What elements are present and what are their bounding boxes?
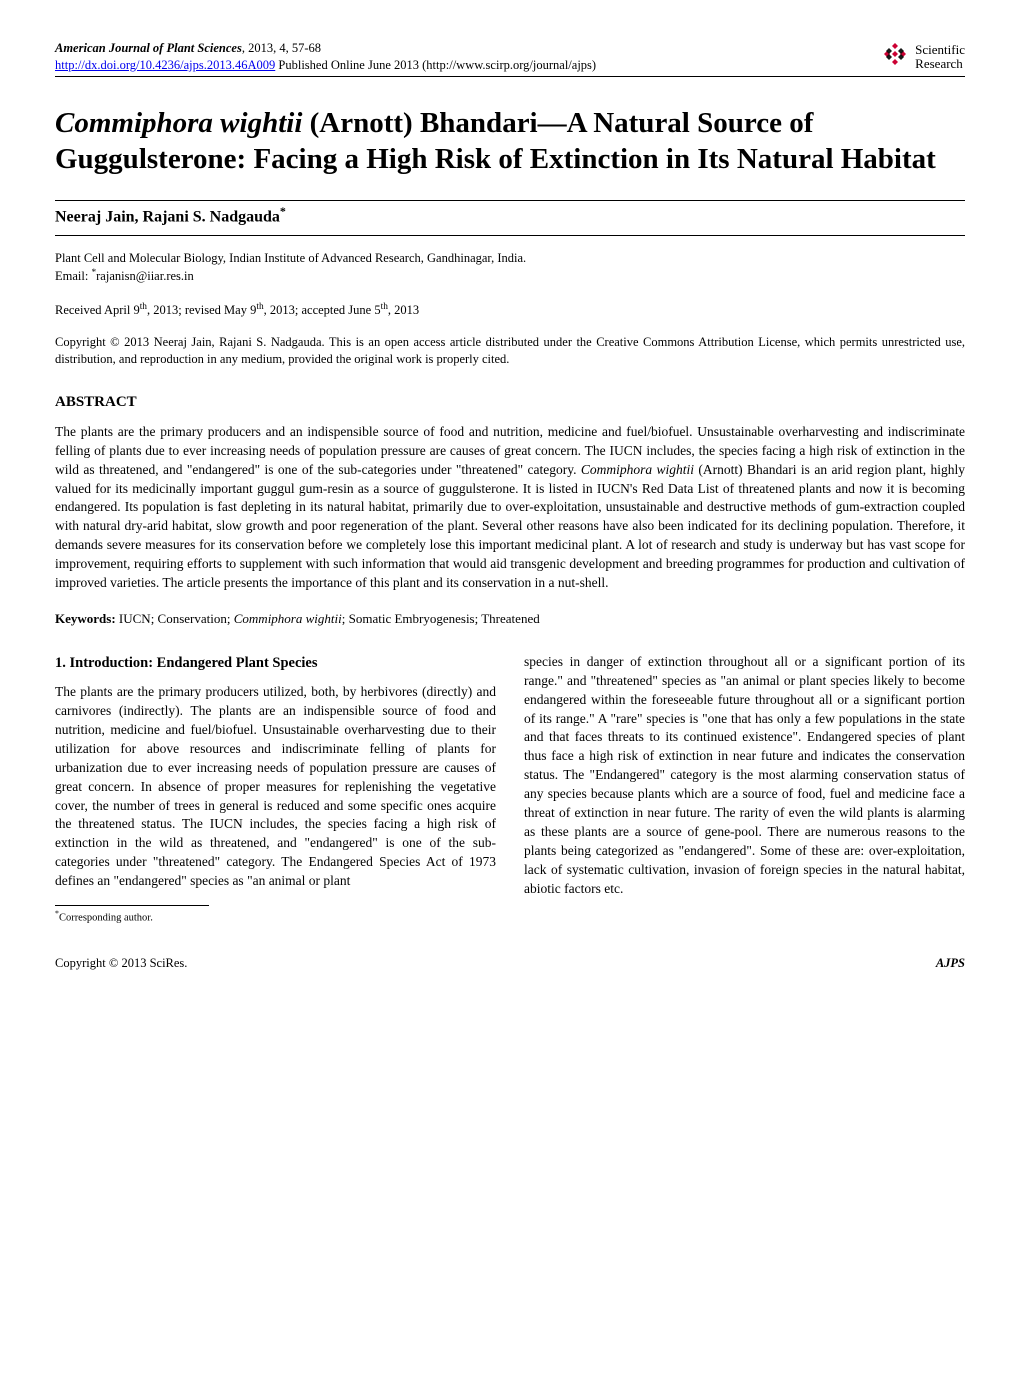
col1-text: The plants are the primary producers uti… [55, 683, 496, 891]
column-left: 1. Introduction: Endangered Plant Specie… [55, 653, 496, 926]
author-names: Neeraj Jain, Rajani S. Nadgauda [55, 208, 280, 225]
authors: Neeraj Jain, Rajani S. Nadgauda* [55, 204, 965, 230]
publication-info: Published Online June 2013 (http://www.s… [275, 58, 596, 72]
logo-icon [881, 40, 909, 74]
publisher-logo: Scientific Research [881, 40, 965, 74]
author-section: Neeraj Jain, Rajani S. Nadgauda* [55, 200, 965, 236]
article-title: Commiphora wightii (Arnott) Bhandari—A N… [55, 105, 965, 178]
email-address[interactable]: rajanisn@iiar.res.in [96, 269, 194, 283]
title-species: Commiphora wightii [55, 107, 302, 139]
column-right: species in danger of extinction througho… [524, 653, 965, 926]
doi-link[interactable]: http://dx.doi.org/10.4236/ajps.2013.46A0… [55, 58, 275, 72]
journal-name: American Journal of Plant Sciences [55, 41, 242, 55]
intro-heading: 1. Introduction: Endangered Plant Specie… [55, 653, 496, 673]
abstract-text: The plants are the primary producers and… [55, 423, 965, 593]
footer-journal-abbrev: AJPS [936, 956, 965, 971]
publisher-line1: Scientific [915, 43, 965, 57]
publisher-line2: Research [915, 57, 965, 71]
email-label: Email: [55, 269, 91, 283]
page-footer: Copyright © 2013 SciRes. AJPS [55, 956, 965, 971]
keywords-line: Keywords: IUCN; Conservation; Commiphora… [55, 611, 965, 627]
corresponding-marker: * [280, 204, 286, 218]
journal-header: American Journal of Plant Sciences, 2013… [55, 40, 965, 77]
affiliation-block: Plant Cell and Molecular Biology, Indian… [55, 250, 965, 286]
affiliation-text: Plant Cell and Molecular Biology, Indian… [55, 250, 965, 268]
publisher-name: Scientific Research [915, 43, 965, 72]
body-columns: 1. Introduction: Endangered Plant Specie… [55, 653, 965, 926]
footer-copyright: Copyright © 2013 SciRes. [55, 956, 187, 971]
article-dates: Received April 9th, 2013; revised May 9t… [55, 302, 965, 318]
col2-text: species in danger of extinction througho… [524, 653, 965, 899]
footnote-text: Corresponding author. [59, 913, 153, 924]
journal-issue: , 2013, 4, 57-68 [242, 41, 321, 55]
copyright-notice: Copyright © 2013 Neeraj Jain, Rajani S. … [55, 334, 965, 368]
corresponding-footnote: *Corresponding author. [55, 905, 209, 926]
abstract-heading: ABSTRACT [55, 394, 965, 411]
keywords-label: Keywords: [55, 611, 116, 626]
journal-citation: American Journal of Plant Sciences, 2013… [55, 40, 596, 74]
